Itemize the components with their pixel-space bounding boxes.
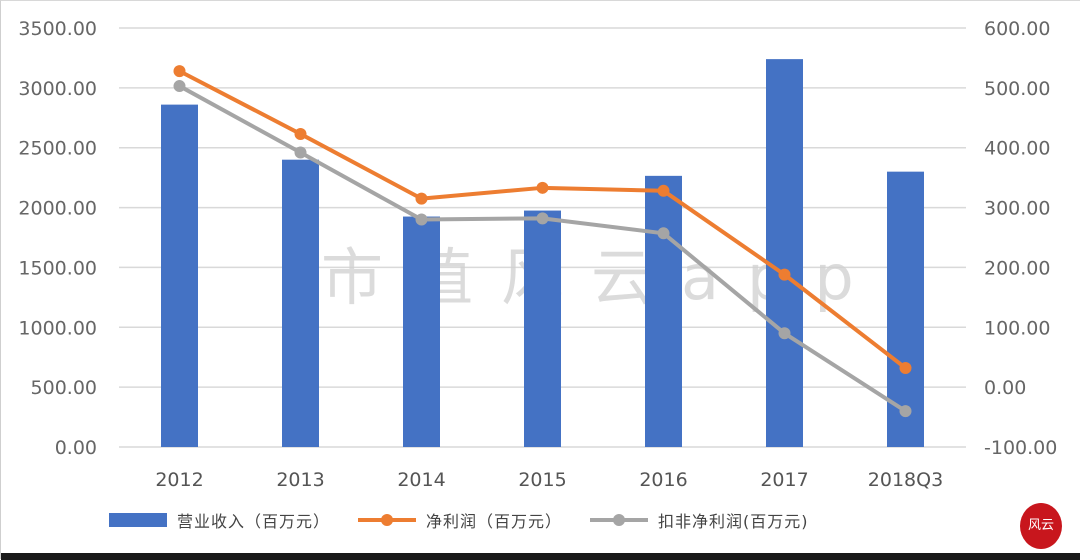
left-tick-label: 2000.00: [18, 198, 97, 220]
bar-series: [161, 59, 924, 448]
right-tick-label: 300.00: [984, 198, 1050, 220]
line-marker-swatch-icon: [590, 513, 649, 527]
line-marker[interactable]: [415, 192, 428, 205]
line-marker[interactable]: [536, 212, 549, 225]
line-marker[interactable]: [778, 327, 791, 340]
chart-plot: 0.00 500.00 1000.00 1500.00 2000.00 2500.00 30…: [18, 18, 1057, 491]
line-marker[interactable]: [173, 65, 186, 78]
right-axis-ticks: -100.00 0.00 100.00 200.00 300.00 400.00 500.0…: [984, 18, 1057, 459]
bar-2013[interactable]: [282, 159, 319, 447]
left-tick-label: 1000.00: [18, 317, 97, 339]
x-tick-label: 2017: [760, 469, 808, 491]
x-tick-label: 2018Q3: [868, 469, 943, 491]
legend: 营业收入（百万元） 净利润（百万元） 扣非净利润(百万元): [109, 507, 837, 533]
line-marker[interactable]: [294, 146, 307, 159]
line-series: [173, 65, 912, 418]
line-marker[interactable]: [899, 361, 912, 374]
line-marker[interactable]: [657, 184, 670, 197]
legend-label: 扣非净利润(百万元): [658, 512, 809, 531]
bar-2014[interactable]: [403, 216, 440, 447]
right-tick-label: 500.00: [984, 78, 1050, 100]
left-tick-label: 2500.00: [18, 138, 97, 160]
left-axis-ticks: 0.00 500.00 1000.00 1500.00 2000.00 2500.00 30…: [18, 18, 97, 459]
line-marker[interactable]: [173, 80, 186, 93]
right-tick-label: 0.00: [984, 377, 1026, 399]
legend-label: 营业收入（百万元）: [177, 512, 331, 531]
bar-2015[interactable]: [524, 210, 561, 447]
bar-2012[interactable]: [161, 104, 198, 448]
right-tick-label: 400.00: [984, 138, 1050, 160]
legend-item-revenue[interactable]: 营业收入（百万元）: [109, 508, 330, 532]
left-tick-label: 1500.00: [18, 257, 97, 279]
bottom-border: [1, 553, 1080, 560]
legend-label: 净利润（百万元）: [426, 512, 563, 531]
line-marker-swatch-icon: [358, 513, 417, 527]
legend-item-net-profit[interactable]: 净利润（百万元）: [358, 508, 562, 532]
bar-swatch-icon: [109, 513, 167, 527]
right-tick-label: 600.00: [984, 18, 1050, 40]
right-tick-label: -100.00: [984, 437, 1057, 459]
line-marker[interactable]: [415, 213, 428, 226]
x-tick-label: 2013: [276, 469, 324, 491]
line-marker[interactable]: [294, 127, 307, 140]
left-tick-label: 500.00: [31, 377, 97, 399]
brand-logo: 风云: [1020, 503, 1062, 549]
line-marker[interactable]: [778, 268, 791, 281]
line-marker[interactable]: [536, 181, 549, 194]
x-tick-label: 2016: [639, 469, 687, 491]
line-marker[interactable]: [657, 227, 670, 240]
left-tick-label: 3500.00: [18, 18, 97, 40]
right-tick-label: 200.00: [984, 257, 1050, 279]
line-marker[interactable]: [899, 405, 912, 418]
left-tick-label: 0.00: [55, 437, 97, 459]
x-tick-label: 2014: [397, 469, 445, 491]
x-tick-label: 2012: [155, 469, 203, 491]
logo-text: 风云: [1027, 518, 1054, 533]
x-axis-labels: 2012 2013 2014 2015 2016 2017 2018Q3: [155, 469, 943, 491]
right-tick-label: 100.00: [984, 317, 1050, 339]
left-tick-label: 3000.00: [18, 78, 97, 100]
legend-item-adjusted-net-profit[interactable]: 扣非净利润(百万元): [590, 508, 809, 532]
bar-2017[interactable]: [766, 59, 803, 448]
x-tick-label: 2015: [518, 469, 566, 491]
bar-2016[interactable]: [645, 175, 682, 447]
